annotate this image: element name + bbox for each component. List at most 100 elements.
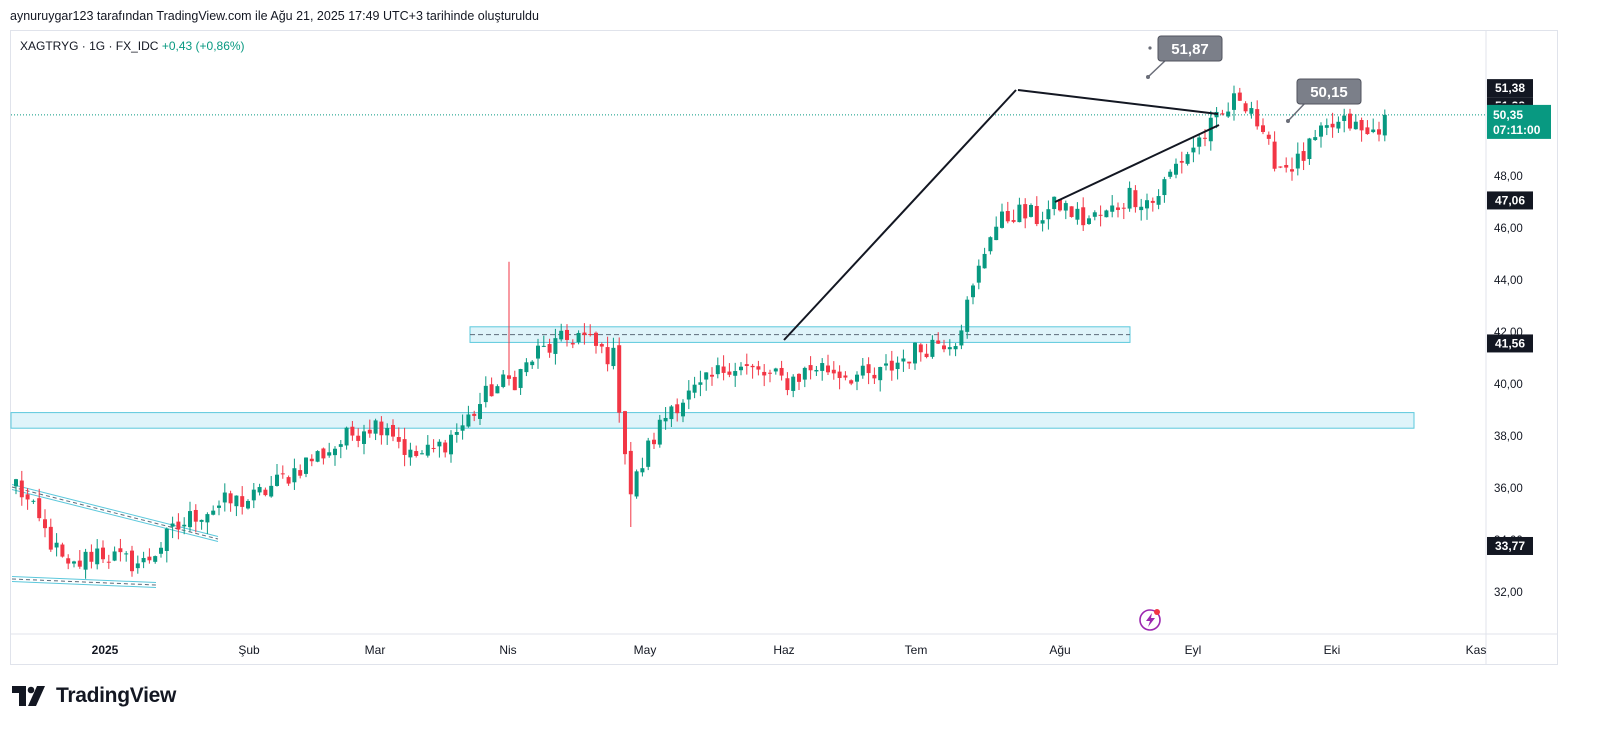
candle-body [1266,134,1271,139]
candle-body [391,424,395,437]
candle-body [739,366,743,371]
candle-body [304,457,308,474]
events-badge [1154,609,1160,615]
price-tag-label: 47,06 [1495,193,1525,207]
base-channel-midline [11,578,157,586]
y-tick-label: 46,00 [1494,223,1523,235]
price-tag: 41,56 [1487,334,1533,353]
candle-body [1040,220,1045,224]
candle-body [924,353,929,358]
candle-body [234,495,239,507]
candle-body [153,556,158,562]
candle-body [246,500,250,509]
symbol-legend[interactable]: XAGTRYG · 1G · FX_IDC +0,43 (+0,86%) [20,39,245,53]
candle-body [559,330,564,340]
candle-body [1377,129,1381,135]
candle-body [750,365,755,368]
candle-body [408,449,413,458]
candle-body [1000,211,1004,228]
candle-body [820,363,825,371]
candle-body [379,421,384,436]
events-icon [1139,609,1161,631]
candle-body [704,372,709,380]
rally-trendline [783,89,1017,341]
callout-label: 51,87 [1171,41,1209,58]
candle-body [826,365,830,373]
candle-body [193,509,198,522]
candle-body [501,374,506,387]
candle-body [959,330,964,346]
candle-body [478,404,482,419]
price-tag-label: 33,77 [1495,539,1525,553]
candle-body [698,382,703,385]
candle-body [199,519,204,522]
candle-body [362,431,366,444]
candle-body [315,451,320,462]
candle-body [797,373,801,382]
tradingview-logo[interactable]: TradingView [12,684,176,708]
candle-body [930,339,935,357]
candle-body [721,366,726,373]
candle-body [1156,196,1161,205]
candle-body [72,561,76,564]
candle-body [1203,137,1207,139]
candle-body [605,347,610,365]
candle-body [536,345,540,359]
candle-body [298,470,303,476]
candle-body [217,505,221,508]
price-tag-label: 41,56 [1495,336,1525,350]
candle-body [222,492,227,503]
candle-body [1075,208,1080,220]
x-tick-label: Eyl [1185,643,1202,657]
candle-body [454,432,459,435]
candle-body [878,367,883,381]
candle-body [43,519,47,529]
lightning-icon [1146,613,1155,627]
candle-body [275,474,279,486]
candle-body [1313,137,1318,140]
candle-body [263,489,268,496]
candle-body [518,369,523,388]
candle-body [1197,137,1202,147]
candle-body [1365,127,1370,135]
candle-body [373,420,378,434]
candle-body [1284,165,1289,168]
candle-body [95,548,100,565]
candle-body [385,428,390,436]
candle-body [1191,147,1196,153]
symbol-info[interactable]: XAGTRYG · 1G · FX_IDC [20,39,159,53]
callout-box [1157,35,1223,62]
candle-body [25,494,30,500]
candle-body [460,425,465,431]
candle-body [269,485,274,497]
y-tick-label: 48,00 [1494,171,1523,183]
candle-body [773,368,778,372]
chart-frame [10,30,1558,665]
candle-body [971,285,975,298]
candle-body [1168,171,1173,177]
y-tick-label: 32,00 [1494,587,1523,599]
candle-body [176,521,181,530]
x-tick-label: Nis [499,643,516,657]
candle-body [594,332,598,346]
candle-body [356,435,361,441]
candle-body [994,226,999,241]
current-price-tag-bg [1487,104,1551,139]
candle-body [60,544,65,557]
candle-body [831,369,836,374]
candle-body [211,510,216,515]
candle-body [1324,125,1329,128]
candle-body [855,374,859,382]
candle-body [19,480,24,498]
candle-body [1098,214,1103,216]
candle-body [135,563,140,569]
candle-body [1145,200,1149,209]
candle-body [396,437,401,442]
pennant-lower-line [1054,124,1220,203]
x-tick-label: Şub [238,643,260,657]
candle-body [1272,141,1277,169]
candle-body [1243,103,1248,112]
candle-body [808,365,813,371]
candle-body [292,468,297,483]
